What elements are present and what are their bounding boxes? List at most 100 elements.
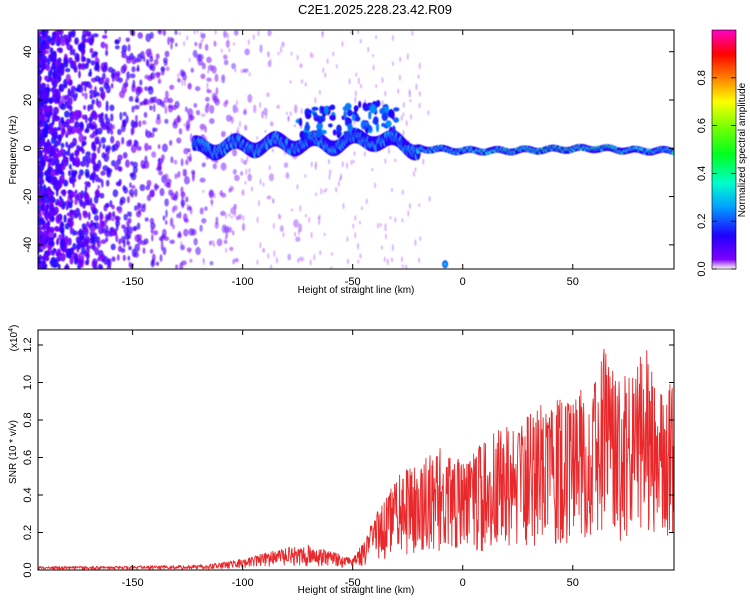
noise-cell [180,191,185,199]
noise-cell [42,230,48,239]
noise-cell [151,151,157,158]
x-tick-label: -150 [122,577,144,589]
colorbar-tick-label: 0.8 [696,70,708,85]
noise-cell [397,88,400,94]
noise-cell [172,224,175,230]
noise-cell [149,105,153,111]
noise-cell [41,133,48,139]
noise-cell [243,108,247,115]
noise-cell [176,213,179,219]
noise-cell [57,60,61,68]
noise-cell [280,46,283,54]
y-tick-label: 40 [22,46,34,58]
noise-cell [138,120,142,128]
noise-cell [200,73,206,80]
noise-cell [401,264,404,268]
noise-cell [414,167,417,172]
noise-cell [149,132,155,138]
noise-cell [206,77,212,82]
noise-cell [405,120,408,127]
noise-cell [161,154,165,161]
noise-cell [119,90,125,99]
noise-cell [131,83,136,93]
noise-cell [332,51,335,57]
noise-cell [287,116,290,122]
noise-cell [157,78,162,84]
noise-cell [353,151,356,156]
noise-cell [40,82,47,89]
ridge-blob [351,113,356,121]
noise-cell [309,259,312,266]
noise-cell [224,236,227,240]
noise-cell [177,233,182,239]
noise-cell [127,255,131,261]
noise-cell [205,96,210,102]
noise-cell [185,120,191,129]
noise-cell [93,90,98,98]
noise-cell [65,73,71,82]
noise-cell [41,48,47,55]
noise-cell [256,136,259,140]
noise-cell [203,162,206,166]
noise-cell [146,99,151,105]
noise-cell [125,37,130,43]
noise-cell [331,252,334,256]
noise-cell [43,120,47,129]
noise-cell [129,73,136,79]
spectrogram-y-axis-title: Frequency (Hz) [8,116,19,185]
noise-cell [195,42,198,47]
noise-cell [245,168,248,175]
noise-cell [379,223,382,227]
noise-cell [59,238,66,247]
noise-cell [38,245,41,253]
noise-cell [114,163,120,171]
noise-cell [417,74,420,79]
noise-cell [169,217,174,227]
noise-cell [38,169,42,174]
noise-cell [234,257,239,263]
noise-cell [40,159,46,168]
noise-cell [218,191,221,196]
noise-cell [78,84,84,93]
noise-cell [97,185,100,190]
isolated-blob [443,262,447,267]
noise-cell [228,188,232,193]
noise-cell [38,256,41,265]
noise-cell [384,233,387,240]
noise-cell [42,137,46,143]
noise-cell [150,259,155,268]
noise-cell [100,239,107,244]
noise-cell [153,127,158,132]
noise-cell [175,264,178,269]
noise-cell [402,112,405,116]
noise-cell [409,114,412,120]
noise-cell [79,121,84,129]
snr-x-axis-title: Height of straight line (km) [298,585,415,596]
noise-cell [239,120,241,128]
noise-cell [61,159,64,166]
noise-cell [367,46,370,53]
noise-cell [240,157,243,164]
noise-cell [230,215,233,219]
noise-cell [60,37,66,47]
noise-cell [212,163,217,170]
noise-cell [103,255,109,265]
noise-cell [38,30,42,36]
noise-cell [358,220,361,225]
noise-cell [355,72,358,77]
ridge-blob [362,106,370,111]
noise-cell [375,84,378,88]
noise-cell [186,35,189,41]
noise-cell [158,157,161,162]
noise-cell [91,53,95,59]
noise-cell [335,187,338,193]
noise-cell [154,58,159,66]
noise-cell [49,194,54,201]
noise-cell [242,215,245,221]
noise-cell [108,211,112,217]
noise-cell [45,175,51,182]
noise-cell [418,91,421,97]
noise-cell [85,248,90,254]
noise-cell [111,160,116,167]
noise-cell [133,104,140,110]
